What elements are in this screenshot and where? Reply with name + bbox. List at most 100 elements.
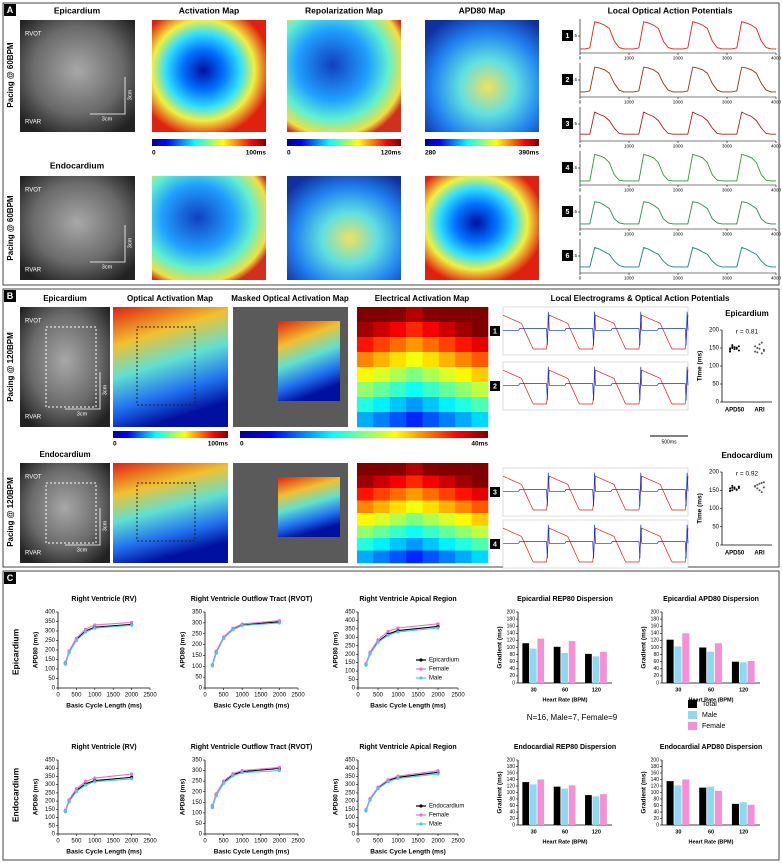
x-tick-label: 3000 <box>722 144 733 149</box>
column-title: Local Electrograms & Optical Action Pote… <box>551 294 730 303</box>
trace-number-box <box>562 162 573 173</box>
map-cell <box>471 513 489 526</box>
x-tick-label: 500 <box>71 693 82 699</box>
column-title: Activation Map <box>179 5 239 15</box>
trace-number-box <box>562 74 573 85</box>
point <box>729 487 732 490</box>
trace-number: 4 <box>493 541 497 548</box>
row-label: Pacing @ 60BPM <box>6 195 15 260</box>
image-label: RVAR <box>25 551 42 557</box>
y-axis-label: APD80 (ms) <box>33 779 40 815</box>
y-axis-label: Time (ms) <box>697 351 704 382</box>
image-label: RVAR <box>25 268 42 274</box>
x-tick-label: 0 <box>56 693 60 699</box>
bar <box>561 652 568 683</box>
map-cell <box>455 525 472 539</box>
image-label: 3cm <box>127 89 133 100</box>
colorbar-label: 0 <box>240 441 244 448</box>
y-axis-label: APD80 (ms) <box>333 779 340 815</box>
legend-swatch <box>419 822 423 826</box>
bar <box>529 648 537 683</box>
y-tick-label: 180 <box>507 764 516 770</box>
x-tick-label: 60 <box>562 687 568 693</box>
panel-label-box <box>4 572 16 584</box>
point <box>240 771 244 775</box>
trace-number-box <box>562 118 573 129</box>
x-axis-label: Heart Rate (BPM) <box>689 839 734 845</box>
map-cell <box>471 475 489 489</box>
y-tick-label: 100 <box>45 667 56 673</box>
y-tick-label: 200 <box>651 609 660 615</box>
x-tick-label: 2000 <box>673 144 684 149</box>
electrogram-box <box>502 361 689 411</box>
annotation: r = 0.81 <box>736 329 759 336</box>
point <box>436 626 440 630</box>
image <box>287 20 401 132</box>
point <box>93 623 97 627</box>
map-cell <box>373 538 391 551</box>
chart-title: Right Ventricle (RV) <box>71 596 136 603</box>
chart-title: Endocardium <box>721 451 772 460</box>
y-tick-label: 250 <box>192 779 203 785</box>
map-cell <box>422 412 440 428</box>
panel-frame <box>2 288 780 568</box>
point <box>63 662 67 666</box>
panel-label-box <box>4 4 16 16</box>
y-tick-label: 40 <box>509 809 515 815</box>
x-tick-label: 60 <box>562 829 568 835</box>
y-tick-label: 80 <box>653 652 659 658</box>
image <box>113 463 228 563</box>
colorbar <box>113 431 228 438</box>
map-cell <box>357 307 374 323</box>
y-tick-label: 200 <box>45 648 56 654</box>
map-cell <box>389 322 407 338</box>
x-tick-label: 4000 <box>771 100 782 105</box>
point <box>754 484 757 487</box>
point <box>756 487 759 490</box>
bar <box>714 643 722 683</box>
y-tick-label: 200 <box>651 757 660 763</box>
x-tick-label: 2500 <box>451 693 465 699</box>
image <box>20 176 135 280</box>
map-cell <box>373 307 391 323</box>
bar <box>747 660 755 683</box>
electrogram-ap <box>502 369 689 405</box>
point <box>436 772 440 776</box>
annotation: r = 0.92 <box>736 471 759 478</box>
map-cell <box>455 322 472 338</box>
y-tick-label: 400 <box>345 766 356 772</box>
bar <box>537 638 545 683</box>
map-cell <box>471 382 489 398</box>
y-tick-label: 0 <box>656 680 659 686</box>
x-tick-label: 1500 <box>107 693 121 699</box>
y-tick-label: 0.5 <box>571 253 578 258</box>
y-tick-label: 120 <box>651 638 660 644</box>
y-tick-label: 0 <box>199 686 203 692</box>
y-tick-label: 0.5 <box>571 165 578 170</box>
electrogram-ap <box>502 527 689 563</box>
point <box>756 483 759 486</box>
y-tick-label: 150 <box>192 800 203 806</box>
x-axis-label: Basic Cycle Length (ms) <box>370 703 446 710</box>
x-tick-label: ARI <box>754 408 765 414</box>
y-tick-label: 20 <box>509 673 515 679</box>
y-tick-label: 350 <box>192 758 203 764</box>
y-tick-label: 20 <box>653 673 659 679</box>
y-tick-label: 160 <box>507 770 516 776</box>
bar <box>731 803 739 825</box>
point <box>760 352 763 355</box>
x-tick-label: 1000 <box>236 839 250 845</box>
y-tick-label: 350 <box>45 619 56 625</box>
y-axis-label: APD80 (ms) <box>333 632 340 668</box>
point <box>737 345 740 348</box>
point <box>758 343 761 346</box>
y-tick-label: 160 <box>651 624 660 630</box>
image <box>152 176 266 280</box>
image <box>152 20 266 132</box>
colorbar <box>425 139 539 146</box>
bar <box>739 662 747 683</box>
chart-title: Right Ventricle Apical Region <box>359 744 456 751</box>
x-tick-label: 3000 <box>722 276 733 281</box>
x-tick-label: 3000 <box>722 100 733 105</box>
bar <box>699 647 707 683</box>
